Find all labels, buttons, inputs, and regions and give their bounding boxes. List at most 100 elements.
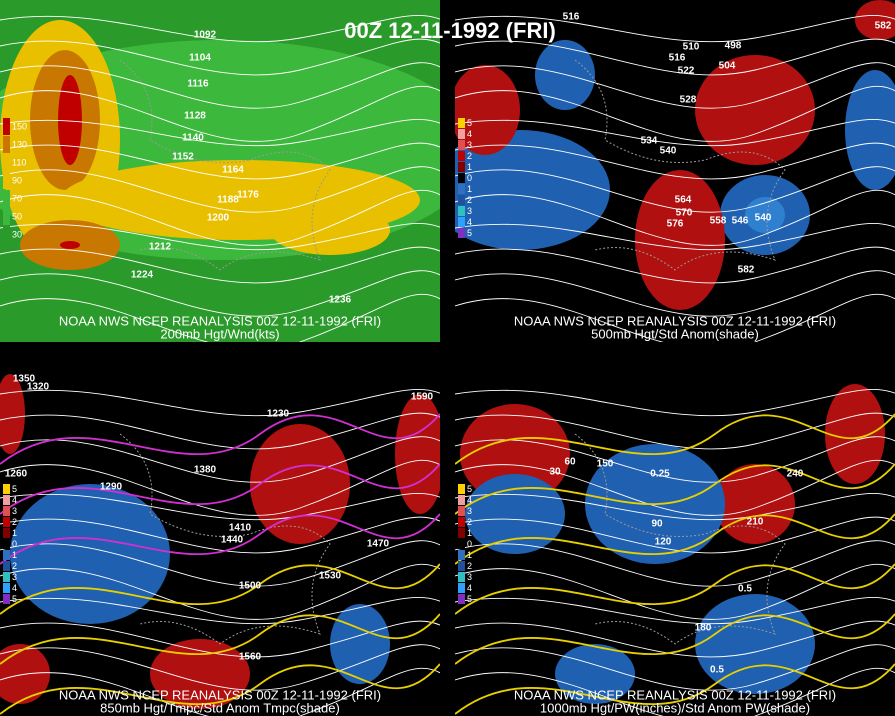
anomaly-shade: [395, 394, 440, 514]
legend-label: 0: [467, 173, 472, 183]
legend-swatch: [3, 495, 10, 505]
contour-label: 498: [725, 41, 742, 52]
legend-swatch: [3, 583, 10, 593]
legend-swatch: [458, 129, 465, 139]
height-contour: [0, 38, 440, 76]
legend-swatch: [458, 162, 465, 172]
contour-label: 0.5: [738, 584, 752, 595]
legend-label: 70: [12, 193, 22, 203]
height-contour: [455, 493, 895, 521]
legend-swatch: [458, 140, 465, 150]
legend-label: 1: [467, 528, 472, 538]
height-contour: [0, 620, 440, 658]
legend-label: 4: [12, 583, 17, 593]
contour-label: 1320: [27, 382, 50, 393]
height-contour: [0, 223, 440, 251]
height-contour: [455, 436, 895, 483]
height-contour: [0, 62, 440, 109]
height-contour: [0, 516, 440, 554]
height-contour: [455, 644, 895, 691]
legend-label: 1: [467, 550, 472, 560]
contour-label: 564: [675, 195, 692, 206]
contour-label: 1410: [229, 523, 252, 534]
contour-label: 1500: [239, 581, 262, 592]
anomaly-shade: [150, 639, 250, 709]
anomaly-shade: [460, 404, 570, 504]
anomaly-shade: [465, 474, 565, 554]
secondary-contour: [455, 513, 895, 565]
legend-swatch: [3, 572, 10, 582]
height-contour: [455, 516, 895, 554]
secondary-contour: [0, 613, 440, 665]
coastline: [119, 433, 331, 645]
contour-label: 0.5: [710, 665, 724, 676]
legend-label: 4: [467, 129, 472, 139]
source-label: NOAA NWS NCEP REANALYSIS 00Z 12-11-1992 …: [59, 313, 381, 328]
legend-swatch: [3, 561, 10, 571]
height-contour: [0, 667, 440, 716]
legend-label: 1: [467, 184, 472, 194]
contour-label: 180: [695, 623, 712, 634]
height-contour: [0, 412, 440, 450]
panel-caption: 1000mb Hgt/PW(inches)/Std Anom PW(shade): [540, 700, 810, 715]
legend-label: 90: [12, 175, 22, 185]
legend-swatch: [458, 539, 465, 549]
legend-swatch: [3, 226, 10, 243]
legend-label: 1: [12, 528, 17, 538]
legend-label: 5: [467, 228, 472, 238]
height-contour: [455, 389, 895, 417]
contour-label: 1380: [194, 465, 217, 476]
title: 00Z 12-11-1992 (FRI): [344, 18, 556, 43]
anomaly-shade: [58, 75, 82, 165]
height-contour: [0, 15, 440, 43]
contour-label: 1224: [131, 270, 154, 281]
height-contour: [0, 119, 440, 147]
anomaly-shade: [825, 384, 885, 484]
contour-label: 210: [747, 517, 764, 528]
legend-swatch: [3, 190, 10, 207]
legend-label: 50: [12, 211, 22, 221]
height-contour: [455, 597, 895, 625]
height-contour: [0, 189, 440, 246]
anomaly-shade: [0, 374, 25, 454]
anomaly-shade: [845, 70, 895, 190]
height-contour: [0, 459, 440, 516]
contour-label: 516: [563, 12, 580, 23]
contour-label: 240: [787, 469, 804, 480]
secondary-contour: [455, 663, 895, 715]
legend-swatch: [458, 583, 465, 593]
height-contour: [0, 85, 440, 142]
contour-label: 90: [651, 519, 663, 530]
contour-label: 1260: [5, 469, 28, 480]
anomaly-shade: [695, 594, 815, 694]
height-contour: [455, 412, 895, 450]
contour-label: 570: [676, 208, 693, 219]
panel-caption: 850mb Hgt/Tmpc/Std Anom Tmpc(shade): [100, 700, 340, 715]
height-contour: [455, 85, 895, 142]
legend-label: 3: [12, 572, 17, 582]
height-contour: [0, 540, 440, 587]
height-contour: [0, 246, 440, 284]
legend-swatch: [458, 184, 465, 194]
source-label: NOAA NWS NCEP REANALYSIS 00Z 12-11-1992 …: [514, 313, 836, 328]
height-contour: [0, 597, 440, 625]
contour-label: 120: [655, 537, 672, 548]
legend-label: 110: [12, 157, 26, 167]
height-contour: [455, 38, 895, 76]
height-contour: [455, 563, 895, 620]
height-contour: [455, 166, 895, 213]
anomaly-shade: [330, 604, 390, 684]
coastline: [574, 59, 786, 271]
contour-label: 540: [660, 146, 677, 157]
legend-swatch: [458, 151, 465, 161]
height-contour: [455, 459, 895, 516]
anomaly-shade: [635, 170, 725, 310]
legend-label: 3: [467, 206, 472, 216]
secondary-contour: [455, 413, 895, 465]
secondary-contour: [0, 463, 440, 515]
contour-label: 1128: [184, 111, 206, 122]
